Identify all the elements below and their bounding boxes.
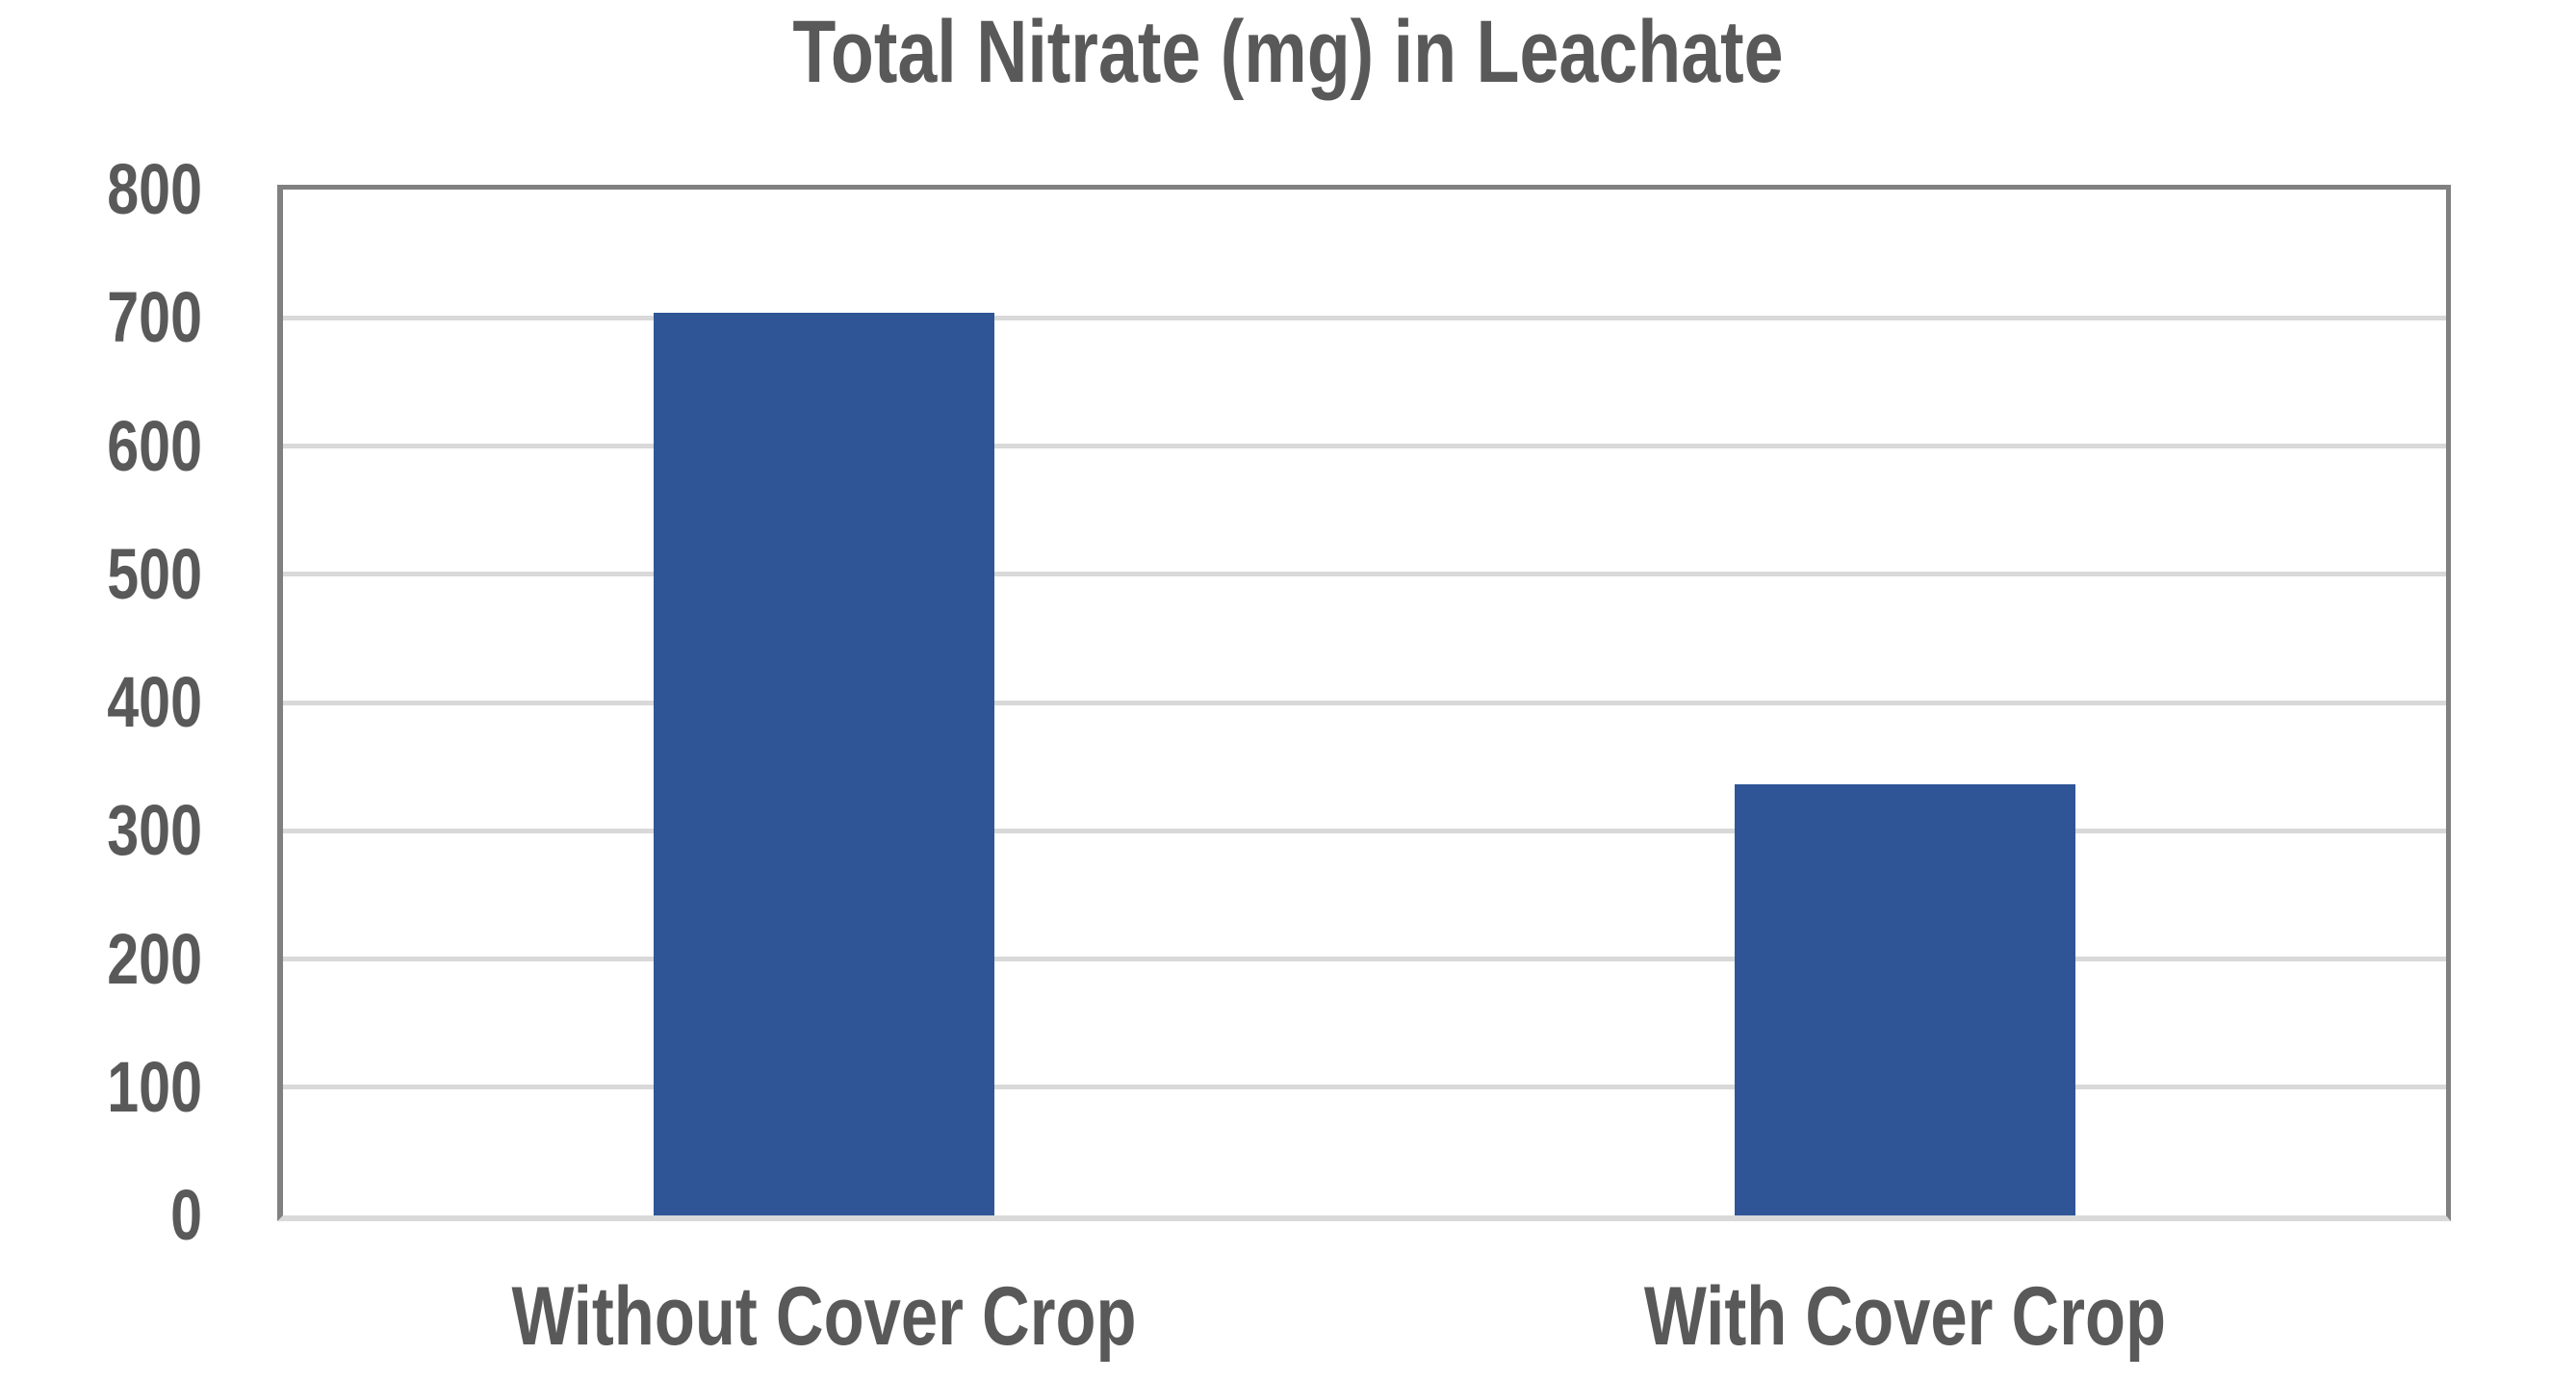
plot-area (277, 185, 2451, 1221)
gridline-400 (283, 700, 2446, 705)
gridline-300 (283, 828, 2446, 833)
plot-inner (283, 190, 2446, 1215)
y-tick-label-800: 800 (107, 149, 202, 229)
y-tick-label-200: 200 (107, 918, 202, 999)
gridline-500 (283, 572, 2446, 577)
x-axis-labels: Without Cover Crop With Cover Crop (283, 1268, 2446, 1374)
y-tick-label-300: 300 (107, 790, 202, 871)
y-tick-label-700: 700 (107, 277, 202, 358)
gridline-100 (283, 1085, 2446, 1090)
gridline-600 (283, 444, 2446, 448)
y-tick-label-100: 100 (107, 1046, 202, 1127)
gridline-200 (283, 957, 2446, 961)
bar-without-cover-crop (653, 312, 994, 1215)
chart-title: Total Nitrate (mg) in Leachate (792, 3, 1784, 101)
bar-with-cover-crop (1735, 784, 2076, 1215)
x-category-label-without-cover-crop: Without Cover Crop (511, 1270, 1137, 1363)
y-axis-labels: 0 100 200 300 400 500 600 700 800 (0, 0, 202, 1380)
x-category-label-with-cover-crop: With Cover Crop (1644, 1270, 2167, 1363)
gridline-700 (283, 315, 2446, 320)
y-tick-label-0: 0 (170, 1175, 202, 1255)
y-tick-label-500: 500 (107, 533, 202, 614)
y-tick-label-400: 400 (107, 662, 202, 742)
y-tick-label-600: 600 (107, 405, 202, 486)
